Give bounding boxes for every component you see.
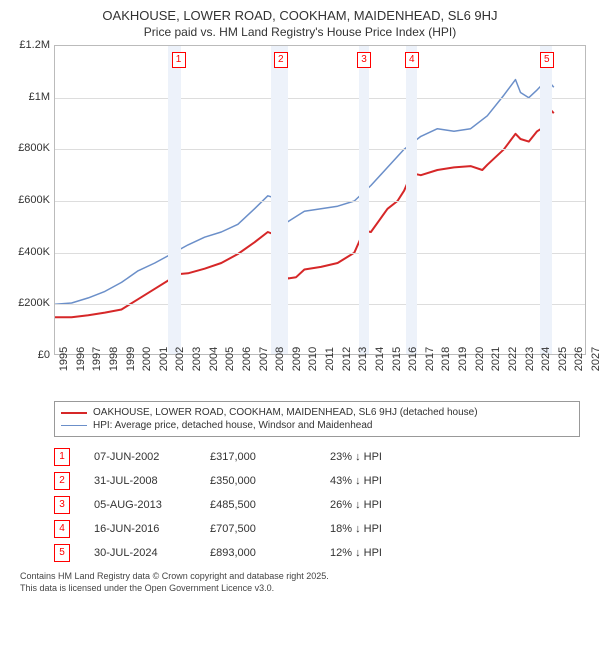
sales-date: 05-AUG-2013	[70, 499, 210, 511]
series-property	[55, 108, 554, 317]
sales-diff: 12% ↓ HPI	[330, 547, 450, 559]
footer-line2: This data is licensed under the Open Gov…	[20, 583, 580, 595]
x-tick-label: 2016	[407, 347, 419, 371]
sales-diff: 43% ↓ HPI	[330, 475, 450, 487]
y-axis: £0£200K£400K£600K£800K£1M£1.2M	[10, 45, 54, 355]
x-tick-label: 2024	[540, 347, 552, 371]
sales-price: £317,000	[210, 451, 330, 463]
chart-title-line1: OAKHOUSE, LOWER ROAD, COOKHAM, MAIDENHEA…	[10, 8, 590, 23]
x-tick-label: 2005	[224, 347, 236, 371]
x-tick-label: 2013	[357, 347, 369, 371]
x-tick-label: 2002	[174, 347, 186, 371]
sales-row-number: 2	[54, 472, 70, 490]
x-tick-label: 2008	[274, 347, 286, 371]
sales-diff: 23% ↓ HPI	[330, 451, 450, 463]
x-tick-label: 2022	[507, 347, 519, 371]
x-tick-label: 2001	[158, 347, 170, 371]
x-tick-label: 1997	[91, 347, 103, 371]
sales-price: £485,500	[210, 499, 330, 511]
legend-item: OAKHOUSE, LOWER ROAD, COOKHAM, MAIDENHEA…	[61, 406, 573, 419]
highlight-band	[406, 46, 418, 354]
chart-title-line2: Price paid vs. HM Land Registry's House …	[10, 25, 590, 39]
sales-diff: 18% ↓ HPI	[330, 523, 450, 535]
y-tick-label: £200K	[18, 297, 50, 309]
legend-label: OAKHOUSE, LOWER ROAD, COOKHAM, MAIDENHEA…	[93, 407, 478, 418]
sales-row: 416-JUN-2016£707,50018% ↓ HPI	[54, 517, 580, 541]
legend-swatch	[61, 425, 87, 426]
legend: OAKHOUSE, LOWER ROAD, COOKHAM, MAIDENHEA…	[54, 401, 580, 437]
sales-row: 107-JUN-2002£317,00023% ↓ HPI	[54, 445, 580, 469]
gridline-h	[55, 253, 585, 254]
y-tick-label: £0	[38, 349, 50, 361]
x-tick-label: 1995	[58, 347, 70, 371]
x-tick-label: 2009	[291, 347, 303, 371]
x-tick-label: 1999	[125, 347, 137, 371]
sale-marker: 5	[540, 52, 554, 68]
x-tick-label: 2000	[141, 347, 153, 371]
sales-row-number: 3	[54, 496, 70, 514]
x-tick-label: 2018	[440, 347, 452, 371]
x-tick-label: 2020	[474, 347, 486, 371]
sales-row-number: 1	[54, 448, 70, 466]
gridline-h	[55, 304, 585, 305]
highlight-band	[271, 46, 288, 354]
highlight-band	[168, 46, 181, 354]
y-tick-label: £600K	[18, 194, 50, 206]
legend-swatch	[61, 412, 87, 414]
x-tick-label: 2012	[341, 347, 353, 371]
gridline-h	[55, 149, 585, 150]
sales-date: 31-JUL-2008	[70, 475, 210, 487]
sales-table: 107-JUN-2002£317,00023% ↓ HPI231-JUL-200…	[54, 445, 580, 565]
highlight-band	[540, 46, 552, 354]
x-tick-label: 2023	[524, 347, 536, 371]
x-tick-label: 2010	[307, 347, 319, 371]
sale-marker: 2	[274, 52, 288, 68]
sales-row-number: 5	[54, 544, 70, 562]
y-tick-label: £1.2M	[19, 39, 50, 51]
chart-container: OAKHOUSE, LOWER ROAD, COOKHAM, MAIDENHEA…	[0, 0, 600, 602]
y-tick-label: £400K	[18, 246, 50, 258]
highlight-band	[359, 46, 369, 354]
sales-price: £893,000	[210, 547, 330, 559]
sales-price: £707,500	[210, 523, 330, 535]
footer: Contains HM Land Registry data © Crown c…	[20, 571, 580, 594]
sale-marker: 1	[172, 52, 186, 68]
footer-line1: Contains HM Land Registry data © Crown c…	[20, 571, 580, 583]
x-tick-label: 2017	[424, 347, 436, 371]
gridline-h	[55, 98, 585, 99]
x-tick-label: 2019	[457, 347, 469, 371]
gridline-h	[55, 201, 585, 202]
x-tick-label: 2007	[258, 347, 270, 371]
x-tick-label: 2006	[241, 347, 253, 371]
sales-row: 530-JUL-2024£893,00012% ↓ HPI	[54, 541, 580, 565]
y-tick-label: £1M	[29, 91, 50, 103]
legend-label: HPI: Average price, detached house, Wind…	[93, 420, 372, 431]
x-tick-label: 1996	[75, 347, 87, 371]
x-tick-label: 2014	[374, 347, 386, 371]
sales-row: 305-AUG-2013£485,50026% ↓ HPI	[54, 493, 580, 517]
x-tick-label: 2015	[391, 347, 403, 371]
sales-date: 30-JUL-2024	[70, 547, 210, 559]
sales-row: 231-JUL-2008£350,00043% ↓ HPI	[54, 469, 580, 493]
sales-price: £350,000	[210, 475, 330, 487]
sales-date: 16-JUN-2016	[70, 523, 210, 535]
x-tick-label: 2021	[490, 347, 502, 371]
plot-area: 1 2 3 4 5	[54, 45, 586, 355]
x-tick-label: 2026	[573, 347, 585, 371]
sale-marker: 3	[357, 52, 371, 68]
sales-date: 07-JUN-2002	[70, 451, 210, 463]
x-tick-label: 2011	[324, 347, 336, 371]
sale-marker: 4	[405, 52, 419, 68]
x-tick-label: 2004	[208, 347, 220, 371]
x-tick-label: 2027	[590, 347, 600, 371]
x-tick-label: 2003	[191, 347, 203, 371]
legend-item: HPI: Average price, detached house, Wind…	[61, 419, 573, 432]
sales-diff: 26% ↓ HPI	[330, 499, 450, 511]
y-tick-label: £800K	[18, 142, 50, 154]
x-tick-label: 2025	[557, 347, 569, 371]
sales-row-number: 4	[54, 520, 70, 538]
x-tick-label: 1998	[108, 347, 120, 371]
x-axis: 1995199619971998199920002001200220032004…	[54, 355, 586, 395]
chart-area: £0£200K£400K£600K£800K£1M£1.2M 12345 199…	[10, 45, 590, 395]
